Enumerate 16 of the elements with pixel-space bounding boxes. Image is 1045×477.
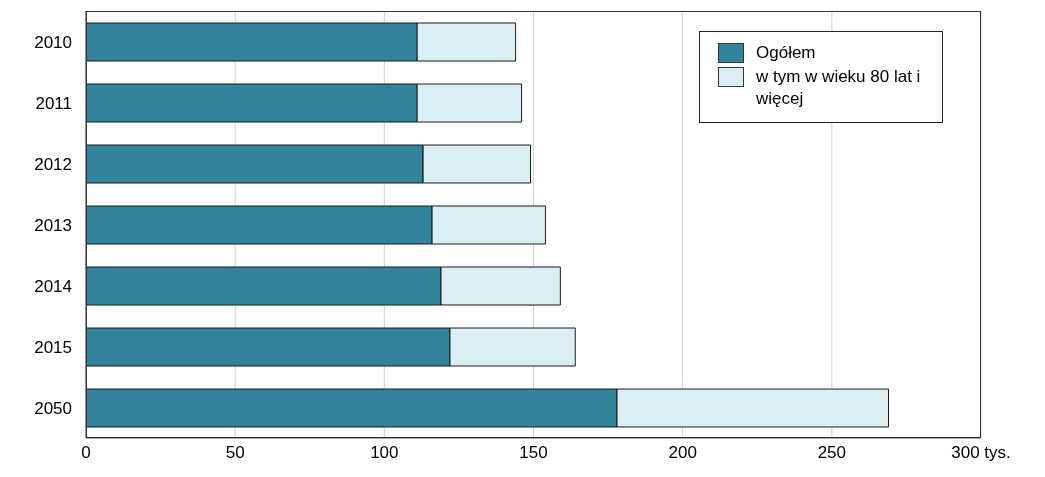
x-tick-label: 50 (225, 443, 245, 463)
x-tick-label: 250 (817, 443, 847, 463)
y-tick-label: 2010 (34, 32, 72, 52)
y-tick-label: 2011 (35, 93, 72, 113)
y-tick-label: 2050 (34, 398, 72, 418)
y-tick-label: 2013 (34, 215, 72, 235)
y-tick-label: 2015 (34, 337, 72, 357)
legend-label: w tym w wieku 80 lat i więcej (756, 66, 922, 110)
x-tick-label: 0 (81, 443, 91, 463)
y-tick-label: 2014 (34, 276, 72, 296)
x-tick-label: 100 (370, 443, 399, 463)
legend-label: Ogółem (756, 42, 817, 64)
x-tick-label: 300 tys. (951, 443, 1011, 463)
x-tick-label: 200 (668, 443, 697, 463)
y-tick-label: 2012 (34, 154, 72, 174)
x-tick-label: 150 (519, 443, 548, 463)
